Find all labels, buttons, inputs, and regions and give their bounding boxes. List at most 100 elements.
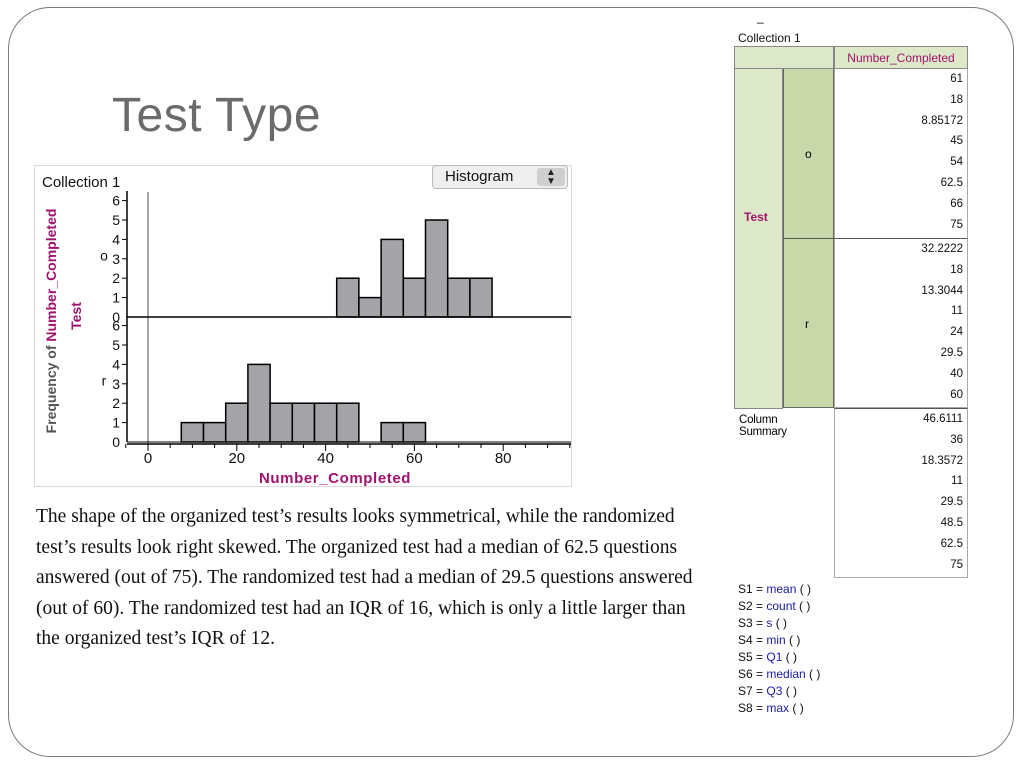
legend-function: Q1 xyxy=(766,650,783,664)
legend-args: ( ) xyxy=(782,650,798,664)
up-down-arrows-icon[interactable]: ▲ ▼ xyxy=(537,168,565,187)
stat-value: 29.5 xyxy=(940,496,963,509)
y-tick-label-o: 6 xyxy=(112,193,120,209)
histogram-bar-o xyxy=(446,277,471,318)
legend-args: ( ) xyxy=(772,616,788,630)
slide-frame xyxy=(8,7,1014,757)
legend-args: ( ) xyxy=(796,582,812,596)
legend-label: S6 = xyxy=(738,667,767,681)
stat-value: 75 xyxy=(950,218,963,231)
legend-function: max xyxy=(766,701,790,715)
y-tick-label-r: 0 xyxy=(112,434,120,450)
stat-value: 24 xyxy=(950,326,963,339)
legend-label: S2 = xyxy=(738,599,767,613)
y-group-attr-label: Test xyxy=(68,302,84,330)
graph-type-menu[interactable]: Histogram ▲ ▼ xyxy=(432,165,568,189)
histogram-bar-r xyxy=(402,421,427,443)
y-tick-label-r: 1 xyxy=(112,415,120,431)
legend-item: S2 = count ( ) xyxy=(738,598,820,615)
histogram-bar-r xyxy=(247,363,271,443)
stat-value: 18.3572 xyxy=(921,454,963,467)
chart-collection-label: Collection 1 xyxy=(42,174,120,191)
y-tick-label-r: 5 xyxy=(112,337,120,353)
histogram-bar-r xyxy=(380,421,405,443)
y-tick-label-r: 2 xyxy=(112,395,120,411)
x-axis-label: Number_Completed xyxy=(259,470,411,487)
legend-function: median xyxy=(766,667,806,681)
stat-value: 48.5 xyxy=(940,517,963,529)
table-dash: _ xyxy=(757,10,764,24)
stat-value: 11 xyxy=(951,305,963,318)
group-name-o: o xyxy=(805,147,812,161)
stat-value: 32.2222 xyxy=(921,243,963,255)
stat-value: 62.5 xyxy=(940,177,963,189)
x-tick-label: 0 xyxy=(144,450,152,467)
y-axis-label: Frequency of Number_Completed xyxy=(43,209,59,434)
stat-value: 46.6111 xyxy=(923,413,963,425)
legend-label: S1 = xyxy=(738,582,767,596)
legend-label: S4 = xyxy=(738,633,767,647)
legend-item: S8 = max ( ) xyxy=(738,700,820,717)
table-row-label-cell xyxy=(734,69,783,409)
legend-args: ( ) xyxy=(789,701,804,715)
graph-type-label: Histogram xyxy=(445,168,514,185)
y-tick-label-r: 4 xyxy=(112,356,120,372)
y-tick-label-o: 5 xyxy=(112,212,120,228)
legend-args: ( ) xyxy=(782,684,798,698)
column-summary-values: 46.6111 36 18.3572 11 29.5 48.5 62.5 75 xyxy=(834,408,968,578)
histogram-bar-o xyxy=(424,219,449,318)
x-tick-label: 80 xyxy=(495,450,512,467)
legend-args: ( ) xyxy=(805,667,821,681)
legend-item: S4 = min ( ) xyxy=(738,632,820,649)
table-collection-label: Collection 1 xyxy=(738,31,801,45)
stat-value: 40 xyxy=(950,367,963,380)
legend-label: S3 = xyxy=(738,616,767,630)
group-cell-o: o xyxy=(783,69,834,239)
y-tick-label-o: 3 xyxy=(112,251,120,267)
histogram-bar-r xyxy=(291,402,316,443)
stat-value: 13.3044 xyxy=(921,284,963,297)
legend-function: count xyxy=(766,599,796,613)
group-label-r: r xyxy=(102,372,107,388)
histogram-bar-o xyxy=(402,277,427,318)
histogram-bar-o xyxy=(358,296,382,318)
y-tick-label-o: 0 xyxy=(112,309,120,325)
stat-value: 45 xyxy=(950,135,963,148)
table-header-attr: Number_Completed xyxy=(834,46,968,69)
table-row-label: Test xyxy=(744,210,768,224)
group-values-r: 32.2222 18 13.3044 11 24 29.5 40 60 xyxy=(834,238,968,408)
histogram-bar-o xyxy=(469,277,493,318)
legend-label: S5 = xyxy=(738,650,767,664)
x-tick-label: 40 xyxy=(317,450,334,467)
histogram-bar-r xyxy=(224,402,249,443)
legend-function: s xyxy=(766,616,773,630)
x-tick-label: 20 xyxy=(228,450,245,467)
stat-value: 61 xyxy=(950,73,963,85)
stat-value: 62.5 xyxy=(940,537,963,550)
histogram-bar-r xyxy=(313,402,338,443)
stat-value: 66 xyxy=(950,197,963,210)
legend-item: S7 = Q3 ( ) xyxy=(738,683,820,700)
group-values-o: 61 18 8.85172 45 54 62.5 66 75 xyxy=(834,69,968,239)
legend-item: S1 = mean ( ) xyxy=(738,581,820,598)
legend-item: S5 = Q1 ( ) xyxy=(738,649,820,666)
y-tick-label-o: 1 xyxy=(112,290,120,306)
body-paragraph: The shape of the organized test’s result… xyxy=(36,506,693,649)
histogram-chart: Collection 1 1 2 3 4 5 6 0 o 1 2 3 4 5 6 0 r 0 20 40 60 80 Num… xyxy=(34,165,572,487)
y-tick-label-r: 6 xyxy=(112,318,120,334)
group-cell-r: r xyxy=(783,238,834,408)
stat-value: 75 xyxy=(950,558,963,571)
stat-value: 18 xyxy=(950,263,963,276)
legend-function: mean xyxy=(766,582,797,596)
histogram-bar-r xyxy=(335,402,360,443)
stat-legend: S1 = mean ( ) S2 = count ( ) S3 = s ( ) S4 … xyxy=(738,581,820,717)
table-header-corner xyxy=(734,46,834,69)
histogram-bar-o xyxy=(335,277,360,318)
y-tick-label-o: 2 xyxy=(112,270,120,286)
stat-value: 36 xyxy=(950,433,963,446)
legend-label: S8 = xyxy=(738,701,767,715)
stat-value: 60 xyxy=(950,388,963,401)
histogram-bar-r xyxy=(202,421,227,443)
y-tick-label-o: 4 xyxy=(112,231,120,247)
